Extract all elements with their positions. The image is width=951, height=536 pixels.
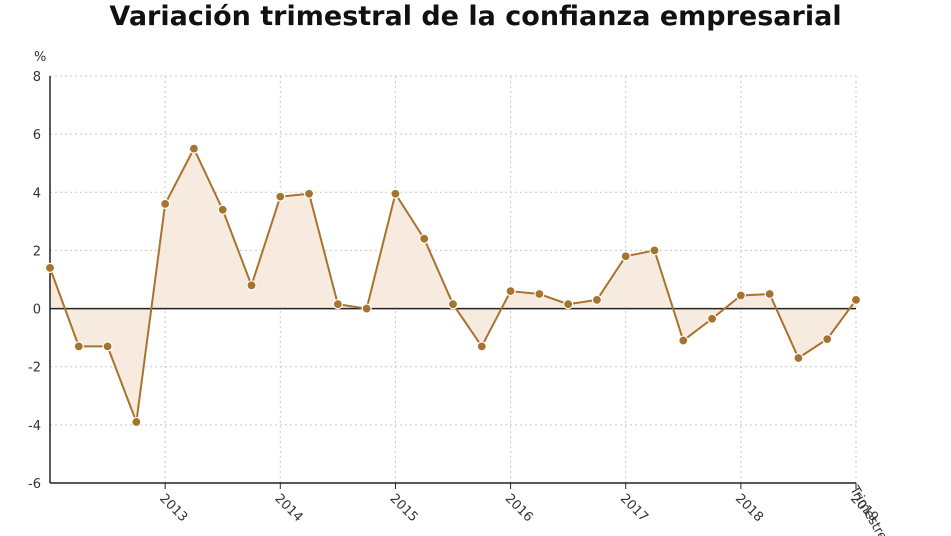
data-point xyxy=(73,341,84,352)
chart-title: Variación trimestral de la confianza emp… xyxy=(109,1,842,32)
data-point xyxy=(850,294,862,305)
data-point xyxy=(275,191,286,202)
data-point xyxy=(188,143,200,154)
y-tick-label: 8 xyxy=(33,70,41,85)
x-tick-label: 2015 xyxy=(387,491,421,525)
data-point xyxy=(505,286,516,297)
data-point xyxy=(44,262,56,273)
data-point xyxy=(534,288,545,300)
y-tick-label: 4 xyxy=(33,186,41,201)
x-tick-label: 2014 xyxy=(271,491,305,525)
y-tick-label: -2 xyxy=(28,361,41,376)
data-point xyxy=(476,341,487,352)
data-point xyxy=(303,188,315,199)
data-point xyxy=(217,204,228,215)
y-tick-label: 2 xyxy=(33,244,41,259)
data-point xyxy=(764,288,775,300)
data-point xyxy=(706,313,718,324)
y-tick-label: 0 xyxy=(33,303,41,318)
y-tick-label: -4 xyxy=(28,419,41,434)
x-tick-label: 2018 xyxy=(732,491,766,525)
data-point xyxy=(678,335,689,346)
data-point xyxy=(160,198,171,210)
data-point xyxy=(563,299,574,310)
x-tick-label: 2013 xyxy=(156,491,190,525)
data-point xyxy=(620,251,631,262)
data-points xyxy=(44,143,862,428)
data-point xyxy=(390,188,401,199)
data-point xyxy=(102,341,113,352)
data-point xyxy=(591,294,603,305)
data-point xyxy=(419,233,430,244)
x-tick-label: 2017 xyxy=(617,491,651,525)
data-point xyxy=(735,290,746,301)
area-path xyxy=(50,148,856,422)
data-point xyxy=(793,352,804,364)
y-tick-label: -6 xyxy=(28,477,41,492)
x-tick-label: 2016 xyxy=(502,491,536,525)
y-axis-unit: % xyxy=(34,50,46,65)
y-tick-label: 6 xyxy=(33,128,41,143)
data-point xyxy=(131,416,142,428)
data-point xyxy=(822,333,833,345)
area-fill xyxy=(50,148,856,422)
data-point xyxy=(361,303,372,314)
x-axis-title: Trimestre xyxy=(846,483,890,536)
data-point xyxy=(447,299,459,310)
data-point xyxy=(649,245,660,256)
axes xyxy=(49,76,857,489)
data-point xyxy=(246,280,257,291)
data-point xyxy=(332,299,343,310)
